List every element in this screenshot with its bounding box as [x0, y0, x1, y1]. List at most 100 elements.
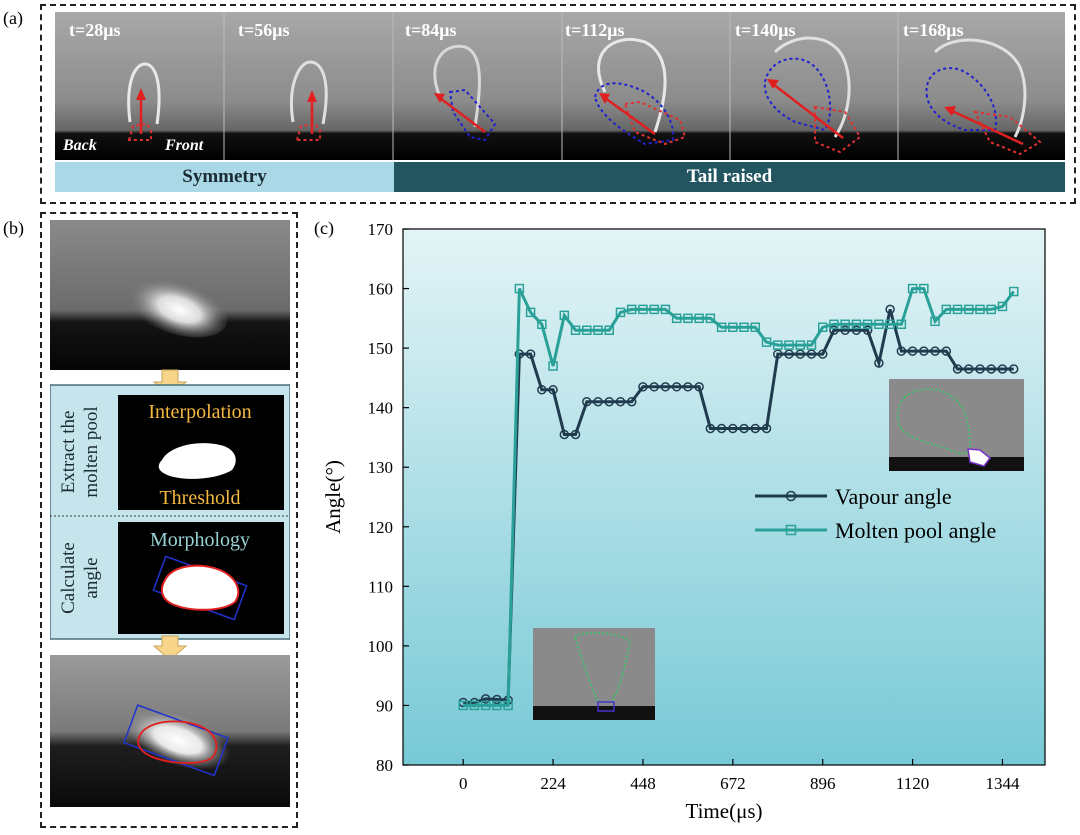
- legend-label: Vapour angle: [835, 484, 952, 509]
- vapour-point: [582, 396, 592, 407]
- frame-time-label: t=168μs: [903, 20, 963, 40]
- molten-point: [750, 322, 761, 333]
- vapour-point: [570, 429, 581, 440]
- frame-time-label: t=112μs: [565, 20, 624, 40]
- vapour-point: [514, 349, 525, 359]
- vapour-point: [862, 325, 873, 335]
- molten-point: [503, 700, 513, 711]
- vapour-point: [537, 385, 547, 395]
- y-tick-label: 90: [376, 696, 393, 715]
- molten-point: [952, 304, 963, 315]
- vapour-point: [683, 382, 693, 392]
- molten-point: [896, 319, 907, 330]
- interpolation-label: Interpolation: [148, 401, 251, 423]
- vapour-point: [593, 396, 603, 407]
- molten-point: [683, 313, 693, 324]
- molten-point: [537, 319, 547, 330]
- molten-point: [817, 322, 828, 333]
- vapour-point: [649, 382, 659, 392]
- vapour-point: [840, 325, 850, 335]
- x-axis-title: Time(μs): [686, 799, 763, 823]
- x-tick-label: 224: [540, 774, 566, 793]
- vapour-point: [975, 364, 985, 374]
- molten-point: [1008, 286, 1019, 297]
- molten-point: [570, 325, 581, 335]
- molten-point: [885, 319, 895, 330]
- vapour-point: [750, 423, 761, 434]
- vapour-point: [705, 423, 716, 434]
- y-tick-label: 140: [368, 399, 394, 418]
- panel-a-label: (a): [3, 8, 23, 28]
- molten-point: [716, 322, 727, 333]
- y-axis-title: Angle(°): [321, 460, 345, 534]
- front-label: Front: [164, 137, 204, 154]
- vapour-point: [728, 423, 738, 434]
- vapour-point: [1008, 364, 1019, 374]
- panel-b-frame: [40, 212, 298, 828]
- inset-image-top: [889, 379, 1024, 471]
- y-tick-label: 80: [376, 756, 393, 775]
- y-tick-label: 100: [368, 637, 394, 656]
- molten-point: [559, 310, 570, 321]
- vapour-point: [716, 423, 727, 434]
- vapour-point: [671, 382, 682, 392]
- molten-point: [862, 319, 873, 330]
- panel-b-flow: Interpolation Threshold Morphology Extra…: [50, 220, 290, 807]
- vapour-point: [660, 382, 671, 392]
- vapour-point: [525, 349, 536, 359]
- y-tick-label: 160: [368, 280, 394, 299]
- vapour-point: [874, 358, 884, 368]
- molten-point: [986, 304, 996, 315]
- molten-point: [480, 700, 491, 711]
- molten-point: [694, 313, 704, 324]
- y-tick-label: 170: [368, 220, 394, 239]
- molten-point: [615, 307, 626, 318]
- symmetry-band: Symmetry: [55, 162, 394, 192]
- molten-point: [907, 283, 918, 294]
- molten-point: [874, 319, 884, 330]
- molten-point: [806, 340, 817, 350]
- molten-point: [964, 304, 974, 315]
- molten-point: [997, 301, 1008, 312]
- x-tick-label: 896: [810, 774, 836, 793]
- molten-point: [660, 304, 671, 315]
- molten-point: [773, 340, 783, 350]
- molten-point: [626, 304, 637, 315]
- molten-point: [930, 316, 940, 327]
- molten-point: [649, 304, 659, 315]
- vapour-point: [559, 429, 570, 440]
- vapour-point: [492, 694, 502, 705]
- molten-point: [829, 319, 839, 330]
- legend-label: Molten pool angle: [835, 518, 996, 543]
- x-tick-label: 0: [459, 774, 468, 793]
- vapour-point: [997, 364, 1008, 374]
- vapour-point: [851, 325, 862, 335]
- y-tick-label: 130: [368, 458, 394, 477]
- molten-point: [671, 313, 682, 324]
- vapour-point: [795, 349, 805, 359]
- vapour-point: [829, 325, 839, 335]
- molten-point: [525, 307, 536, 318]
- legend-marker: [785, 524, 797, 536]
- vapour-point: [694, 382, 704, 392]
- panel-c-label: (c): [314, 218, 334, 238]
- morphology-label: Morphology: [150, 529, 250, 551]
- molten-point: [851, 319, 862, 330]
- frame-time-label: t=56μs: [238, 20, 289, 40]
- vapour-point: [773, 349, 783, 359]
- vapour-point: [964, 364, 974, 374]
- vapour-point: [919, 346, 929, 356]
- calculate-label-line1: Calculate: [58, 542, 79, 614]
- frame-time-label: t=84μs: [405, 20, 456, 40]
- molten-point: [784, 340, 794, 350]
- molten-point: [761, 337, 772, 347]
- series-line-vapour: [463, 309, 1014, 704]
- molten-point: [582, 325, 592, 335]
- vapour-point: [761, 423, 772, 434]
- y-tick-label: 120: [368, 518, 394, 537]
- vapour-point: [615, 396, 626, 407]
- vapour-point: [885, 304, 895, 315]
- extract-label-line2: molten pool: [81, 406, 102, 497]
- molten-point: [840, 319, 850, 330]
- molten-point: [795, 340, 805, 350]
